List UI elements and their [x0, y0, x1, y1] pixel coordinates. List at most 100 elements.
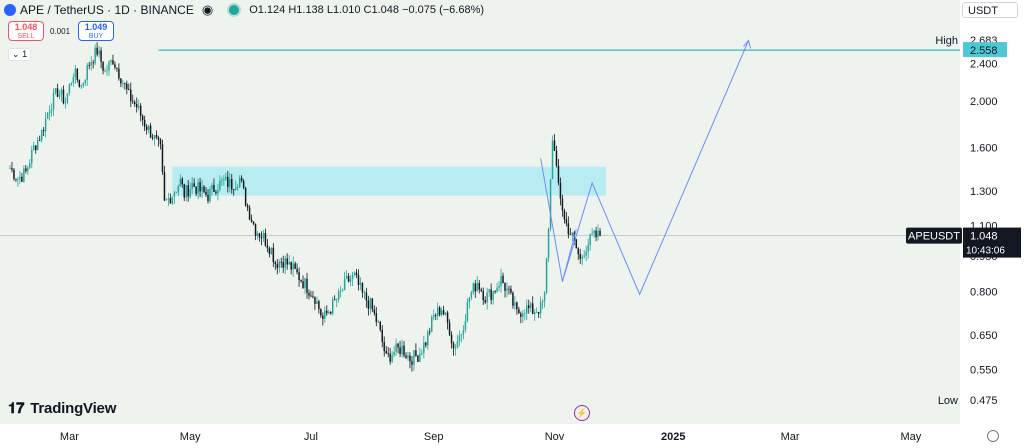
candle-body — [118, 68, 120, 79]
candle-body — [54, 88, 57, 93]
candle-body — [256, 233, 259, 236]
candle — [529, 301, 532, 312]
currency-button[interactable]: USDT — [962, 2, 1018, 18]
candle-body — [518, 309, 520, 314]
candle-body — [373, 309, 376, 314]
buy-button[interactable]: 1.049 BUY — [78, 21, 115, 41]
indicator-count: 1 — [22, 49, 28, 59]
candle-body — [504, 283, 506, 291]
candle — [524, 309, 526, 321]
candle-body — [209, 189, 211, 202]
candle — [371, 298, 374, 312]
candle-body — [387, 353, 389, 354]
candle — [430, 314, 433, 333]
candle-body — [405, 355, 407, 358]
candle-body — [149, 125, 152, 138]
countdown-timer: 10:43:06 — [966, 246, 1005, 257]
candle — [409, 352, 411, 369]
candle-body — [130, 89, 132, 102]
projection-arrowhead — [743, 39, 752, 49]
candle — [425, 341, 427, 348]
ohlc-readout: O1.124 H1.138 L1.010 C1.048 −0.075 (−6.6… — [249, 4, 485, 16]
candle-body — [399, 347, 401, 355]
candle-body — [484, 300, 486, 303]
candle-body — [575, 239, 578, 249]
candle-body — [320, 309, 322, 316]
candle-body — [9, 168, 11, 170]
candle-body — [359, 282, 362, 285]
candle-body — [569, 234, 572, 235]
candle-body — [591, 233, 593, 235]
candle — [254, 223, 257, 241]
low-label: Low — [938, 395, 958, 407]
indicator-toggle[interactable]: ⌄ 1 — [8, 48, 32, 61]
candle-body — [175, 191, 178, 193]
candle — [518, 306, 520, 314]
candle — [120, 78, 122, 88]
candle-body — [429, 331, 431, 333]
candle — [177, 184, 180, 197]
candle — [78, 79, 81, 88]
candle — [106, 64, 108, 76]
candle — [209, 186, 211, 203]
sell-button[interactable]: 1.048 SELL — [8, 21, 44, 41]
candle-body — [141, 115, 144, 120]
candle — [561, 194, 564, 217]
candle-body — [191, 183, 193, 189]
price-tick-label: 1.300 — [970, 186, 998, 198]
candle — [84, 79, 86, 86]
candle-body — [40, 130, 43, 141]
candle-body — [31, 149, 33, 164]
candle — [256, 231, 259, 240]
candle-body — [401, 345, 403, 355]
candle — [541, 299, 544, 310]
candle-body — [363, 292, 366, 294]
candle-body — [369, 298, 372, 309]
candle — [175, 191, 178, 194]
candle — [133, 100, 136, 107]
candle — [389, 347, 391, 365]
candle-body — [139, 105, 142, 116]
candle-body — [563, 210, 566, 220]
candle-body — [365, 292, 368, 301]
candle-body — [114, 64, 116, 68]
candle-body — [409, 355, 411, 362]
candle — [9, 165, 11, 170]
candle — [381, 325, 383, 348]
candle — [34, 145, 37, 154]
candle-body — [193, 183, 195, 187]
candle — [343, 271, 346, 291]
candle — [337, 288, 340, 303]
candle — [294, 261, 296, 270]
candle-body — [58, 94, 61, 97]
candle — [153, 134, 156, 146]
ape-coin-icon[interactable] — [4, 4, 16, 16]
candle — [258, 232, 261, 242]
candle — [417, 354, 419, 363]
candle-body — [122, 82, 124, 84]
candle-body — [221, 179, 223, 181]
candle — [399, 340, 401, 357]
candle — [46, 111, 49, 119]
symbol-title[interactable]: APE / TetherUS · 1D · BINANCE — [20, 3, 194, 17]
candle — [270, 247, 273, 255]
candle — [478, 279, 481, 294]
candle-body — [56, 88, 59, 97]
candle — [280, 257, 283, 268]
candle — [169, 193, 172, 204]
eye-icon[interactable]: ◉ — [201, 2, 214, 17]
lightning-icon[interactable]: ⚡ — [574, 405, 590, 421]
candle — [58, 89, 61, 100]
candle-body — [165, 199, 168, 201]
candle — [44, 111, 47, 138]
candle — [429, 327, 431, 336]
candle-body — [545, 258, 548, 293]
candle-body — [593, 230, 595, 234]
candle — [555, 145, 558, 168]
candle-body — [335, 299, 338, 301]
market-status-icon[interactable] — [227, 3, 242, 17]
candle — [421, 349, 423, 356]
candle-body — [240, 177, 243, 181]
settings-icon[interactable] — [987, 430, 999, 442]
